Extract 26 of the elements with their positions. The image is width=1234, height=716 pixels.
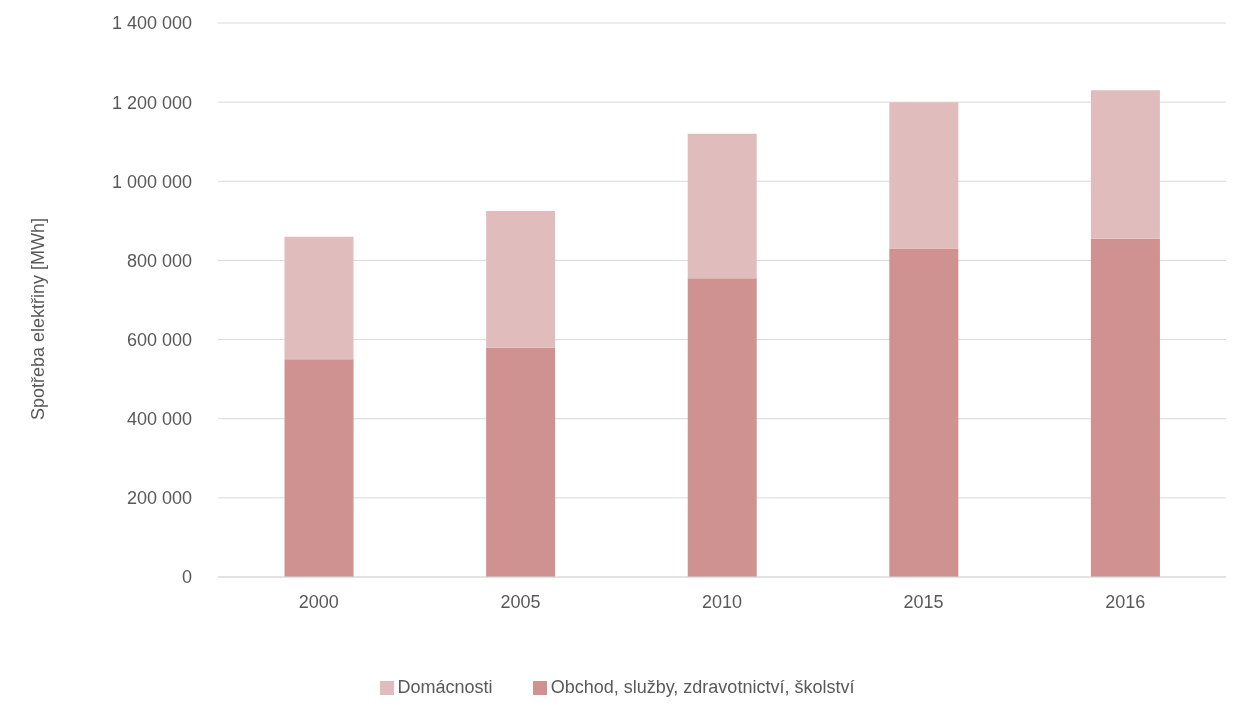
x-tick-label: 2015 xyxy=(903,591,944,612)
y-tick-label: 200 000 xyxy=(126,488,192,509)
legend-label: Obchod, služby, zdravotnictví, školství xyxy=(550,677,855,697)
y-tick-label: 600 000 xyxy=(126,329,192,350)
bar xyxy=(889,102,959,249)
bar xyxy=(889,248,959,577)
y-tick-label: 1 400 000 xyxy=(111,13,192,34)
legend-label: Domácnosti xyxy=(397,677,493,697)
y-axis-title: Spotřeba elektřiny [MWh] xyxy=(28,217,49,420)
bar xyxy=(284,236,354,360)
bar xyxy=(284,359,354,577)
bar xyxy=(687,278,757,577)
x-tick-label: 2010 xyxy=(701,591,743,612)
x-tick-label: 2005 xyxy=(500,591,541,612)
y-tick-label: 800 000 xyxy=(126,250,192,271)
x-tick-label: 2000 xyxy=(298,591,339,612)
y-tick-label: 1 000 000 xyxy=(111,171,192,192)
bar xyxy=(1090,238,1160,577)
bar xyxy=(486,347,556,577)
y-tick-label: 1 200 000 xyxy=(111,92,192,113)
bar xyxy=(1090,90,1160,239)
bar xyxy=(486,210,556,348)
x-tick-label: 2016 xyxy=(1105,591,1146,612)
y-tick-label: 400 000 xyxy=(126,409,192,430)
bar xyxy=(687,133,757,279)
y-tick-label: 0 xyxy=(181,567,192,588)
